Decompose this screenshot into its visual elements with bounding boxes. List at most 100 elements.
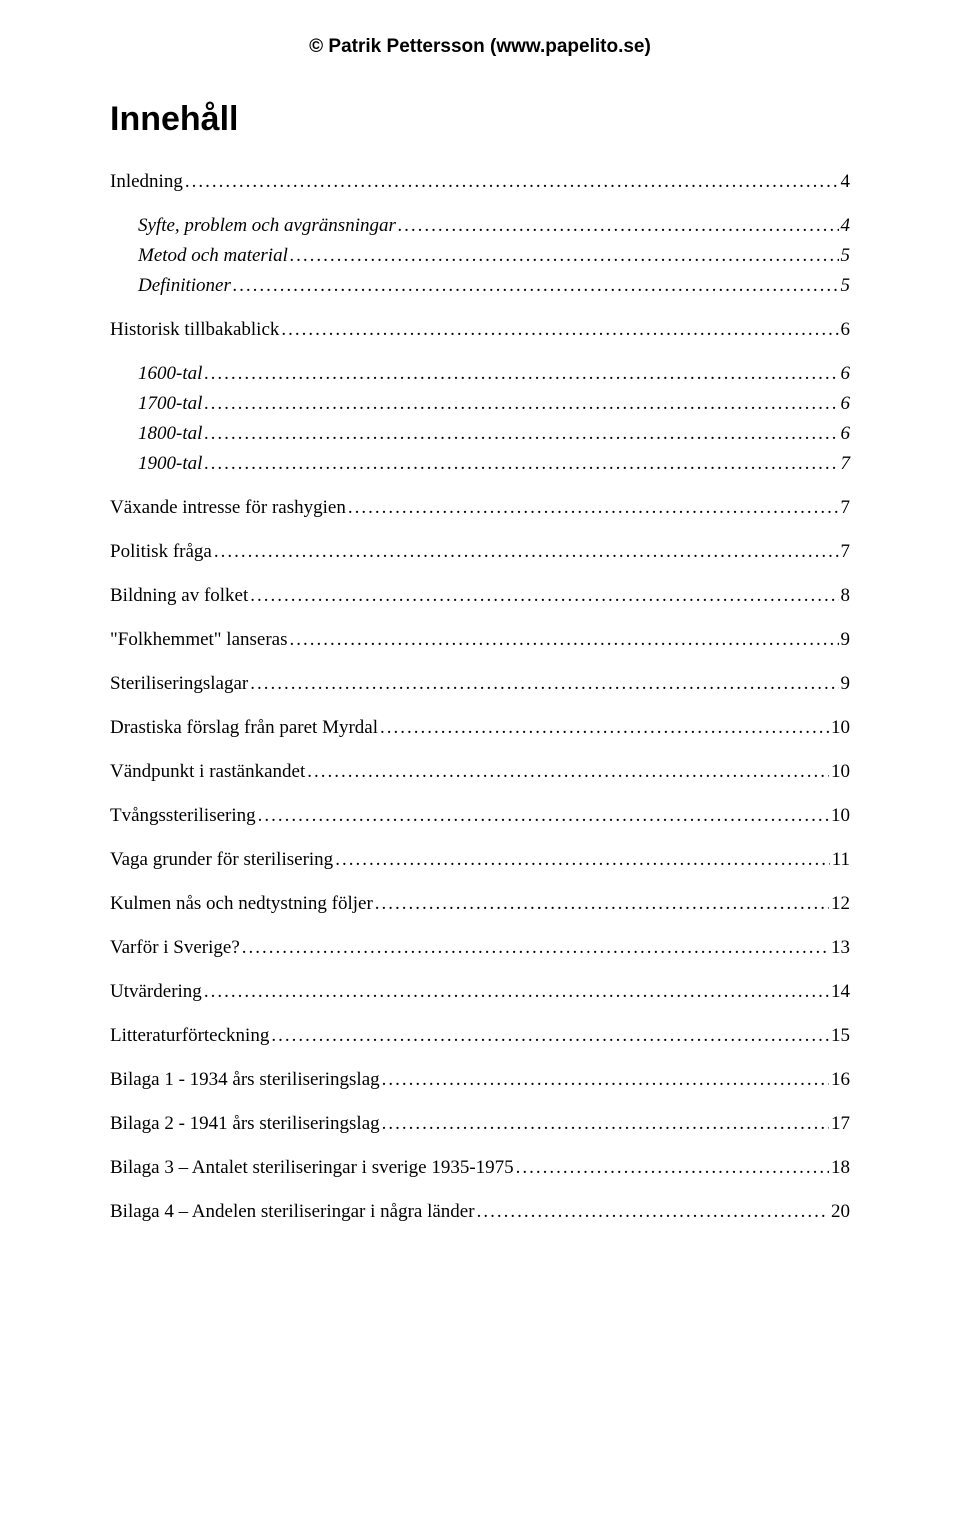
toc-entry-label: Drastiska förslag från paret Myrdal (110, 717, 378, 739)
toc-entry: Utvärdering 14 (110, 981, 850, 1003)
toc-entry: Vaga grunder för sterilisering 11 (110, 849, 850, 871)
toc-entry-label: 1900-tal (138, 453, 202, 475)
toc-entry-label: Bilaga 2 - 1941 års steriliseringslag (110, 1113, 380, 1135)
toc-leader-dots (214, 541, 839, 563)
toc-entry: Politisk fråga 7 (110, 541, 850, 563)
toc-entry: 1600-tal 6 (110, 363, 850, 385)
toc-leader-dots (242, 937, 829, 959)
toc-entry-label: Bilaga 1 - 1934 års steriliseringslag (110, 1069, 380, 1091)
toc-entry-page: 11 (832, 849, 850, 871)
toc-entry-page: 6 (841, 319, 851, 341)
toc-entry: Bildning av folket 8 (110, 585, 850, 607)
toc-leader-dots (398, 215, 839, 237)
toc-entry-label: Kulmen nås och nedtystning följer (110, 893, 373, 915)
toc-entry-label: Metod och material (138, 245, 288, 267)
toc-leader-dots (258, 805, 829, 827)
toc-entry-page: 7 (841, 497, 851, 519)
toc-entry: Litteraturförteckning 15 (110, 1025, 850, 1047)
toc-leader-dots (271, 1025, 829, 1047)
table-of-contents: Inledning 4Syfte, problem och avgränsnin… (110, 171, 850, 1223)
toc-entry: Bilaga 4 – Andelen steriliseringar i någ… (110, 1201, 850, 1223)
toc-entry: Metod och material 5 (110, 245, 850, 267)
toc-entry-page: 17 (831, 1113, 850, 1135)
toc-leader-dots (185, 171, 839, 193)
toc-entry-label: Bilaga 4 – Andelen steriliseringar i någ… (110, 1201, 475, 1223)
toc-entry-page: 6 (841, 423, 851, 445)
toc-entry: 1800-tal 6 (110, 423, 850, 445)
toc-entry-page: 4 (841, 215, 851, 237)
toc-leader-dots (204, 423, 838, 445)
toc-entry-page: 4 (841, 171, 851, 193)
toc-entry-label: 1800-tal (138, 423, 202, 445)
toc-entry-page: 14 (831, 981, 850, 1003)
toc-leader-dots (348, 497, 839, 519)
toc-entry: Varför i Sverige? 13 (110, 937, 850, 959)
toc-entry-page: 7 (841, 453, 851, 475)
toc-leader-dots (204, 363, 838, 385)
toc-entry: Bilaga 2 - 1941 års steriliseringslag 17 (110, 1113, 850, 1135)
toc-leader-dots (204, 981, 829, 1003)
toc-entry-page: 12 (831, 893, 850, 915)
toc-entry-label: Definitioner (138, 275, 231, 297)
toc-entry: Historisk tillbakablick 6 (110, 319, 850, 341)
toc-leader-dots (335, 849, 830, 871)
toc-entry-label: Varför i Sverige? (110, 937, 240, 959)
toc-entry-page: 10 (831, 805, 850, 827)
toc-entry-label: 1700-tal (138, 393, 202, 415)
toc-entry-page: 16 (831, 1069, 850, 1091)
toc-entry-page: 18 (831, 1157, 850, 1179)
toc-entry-label: Inledning (110, 171, 183, 193)
toc-leader-dots (250, 585, 838, 607)
toc-entry-page: 10 (831, 761, 850, 783)
toc-entry-label: Bildning av folket (110, 585, 248, 607)
toc-entry-label: Historisk tillbakablick (110, 319, 279, 341)
toc-leader-dots (290, 629, 839, 651)
toc-entry-page: 8 (841, 585, 851, 607)
toc-entry: Syfte, problem och avgränsningar 4 (110, 215, 850, 237)
toc-leader-dots (233, 275, 839, 297)
toc-entry-page: 20 (831, 1201, 850, 1223)
toc-entry-label: Vändpunkt i rastänkandet (110, 761, 305, 783)
toc-leader-dots (281, 319, 838, 341)
toc-leader-dots (516, 1157, 829, 1179)
toc-entry: Växande intresse för rashygien 7 (110, 497, 850, 519)
toc-entry-label: "Folkhemmet" lanseras (110, 629, 288, 651)
toc-entry-label: Vaga grunder för sterilisering (110, 849, 333, 871)
toc-entry-page: 9 (841, 629, 851, 651)
toc-entry: Bilaga 1 - 1934 års steriliseringslag 16 (110, 1069, 850, 1091)
toc-entry-label: 1600-tal (138, 363, 202, 385)
toc-entry-page: 6 (841, 393, 851, 415)
toc-entry-label: Litteraturförteckning (110, 1025, 269, 1047)
toc-entry-page: 5 (841, 245, 851, 267)
toc-entry-page: 7 (841, 541, 851, 563)
toc-leader-dots (204, 393, 838, 415)
toc-entry-page: 6 (841, 363, 851, 385)
toc-entry: Bilaga 3 – Antalet steriliseringar i sve… (110, 1157, 850, 1179)
toc-entry-page: 13 (831, 937, 850, 959)
toc-entry: Vändpunkt i rastänkandet 10 (110, 761, 850, 783)
toc-entry: Kulmen nås och nedtystning följer 12 (110, 893, 850, 915)
toc-entry: Definitioner 5 (110, 275, 850, 297)
toc-leader-dots (290, 245, 839, 267)
toc-entry-label: Syfte, problem och avgränsningar (138, 215, 396, 237)
toc-heading: Innehåll (110, 100, 850, 139)
toc-entry: "Folkhemmet" lanseras 9 (110, 629, 850, 651)
toc-leader-dots (307, 761, 829, 783)
toc-leader-dots (250, 673, 838, 695)
toc-leader-dots (204, 453, 838, 475)
toc-entry: 1900-tal 7 (110, 453, 850, 475)
toc-entry-page: 9 (841, 673, 851, 695)
toc-entry-label: Politisk fråga (110, 541, 212, 563)
toc-entry: 1700-tal 6 (110, 393, 850, 415)
toc-entry: Tvångssterilisering 10 (110, 805, 850, 827)
toc-entry-page: 15 (831, 1025, 850, 1047)
toc-entry-label: Tvångssterilisering (110, 805, 256, 827)
toc-entry: Inledning 4 (110, 171, 850, 193)
toc-entry-page: 5 (841, 275, 851, 297)
toc-entry-label: Bilaga 3 – Antalet steriliseringar i sve… (110, 1157, 514, 1179)
toc-entry-page: 10 (831, 717, 850, 739)
toc-leader-dots (382, 1113, 829, 1135)
toc-leader-dots (380, 717, 829, 739)
toc-entry-label: Steriliseringslagar (110, 673, 248, 695)
toc-entry: Steriliseringslagar 9 (110, 673, 850, 695)
